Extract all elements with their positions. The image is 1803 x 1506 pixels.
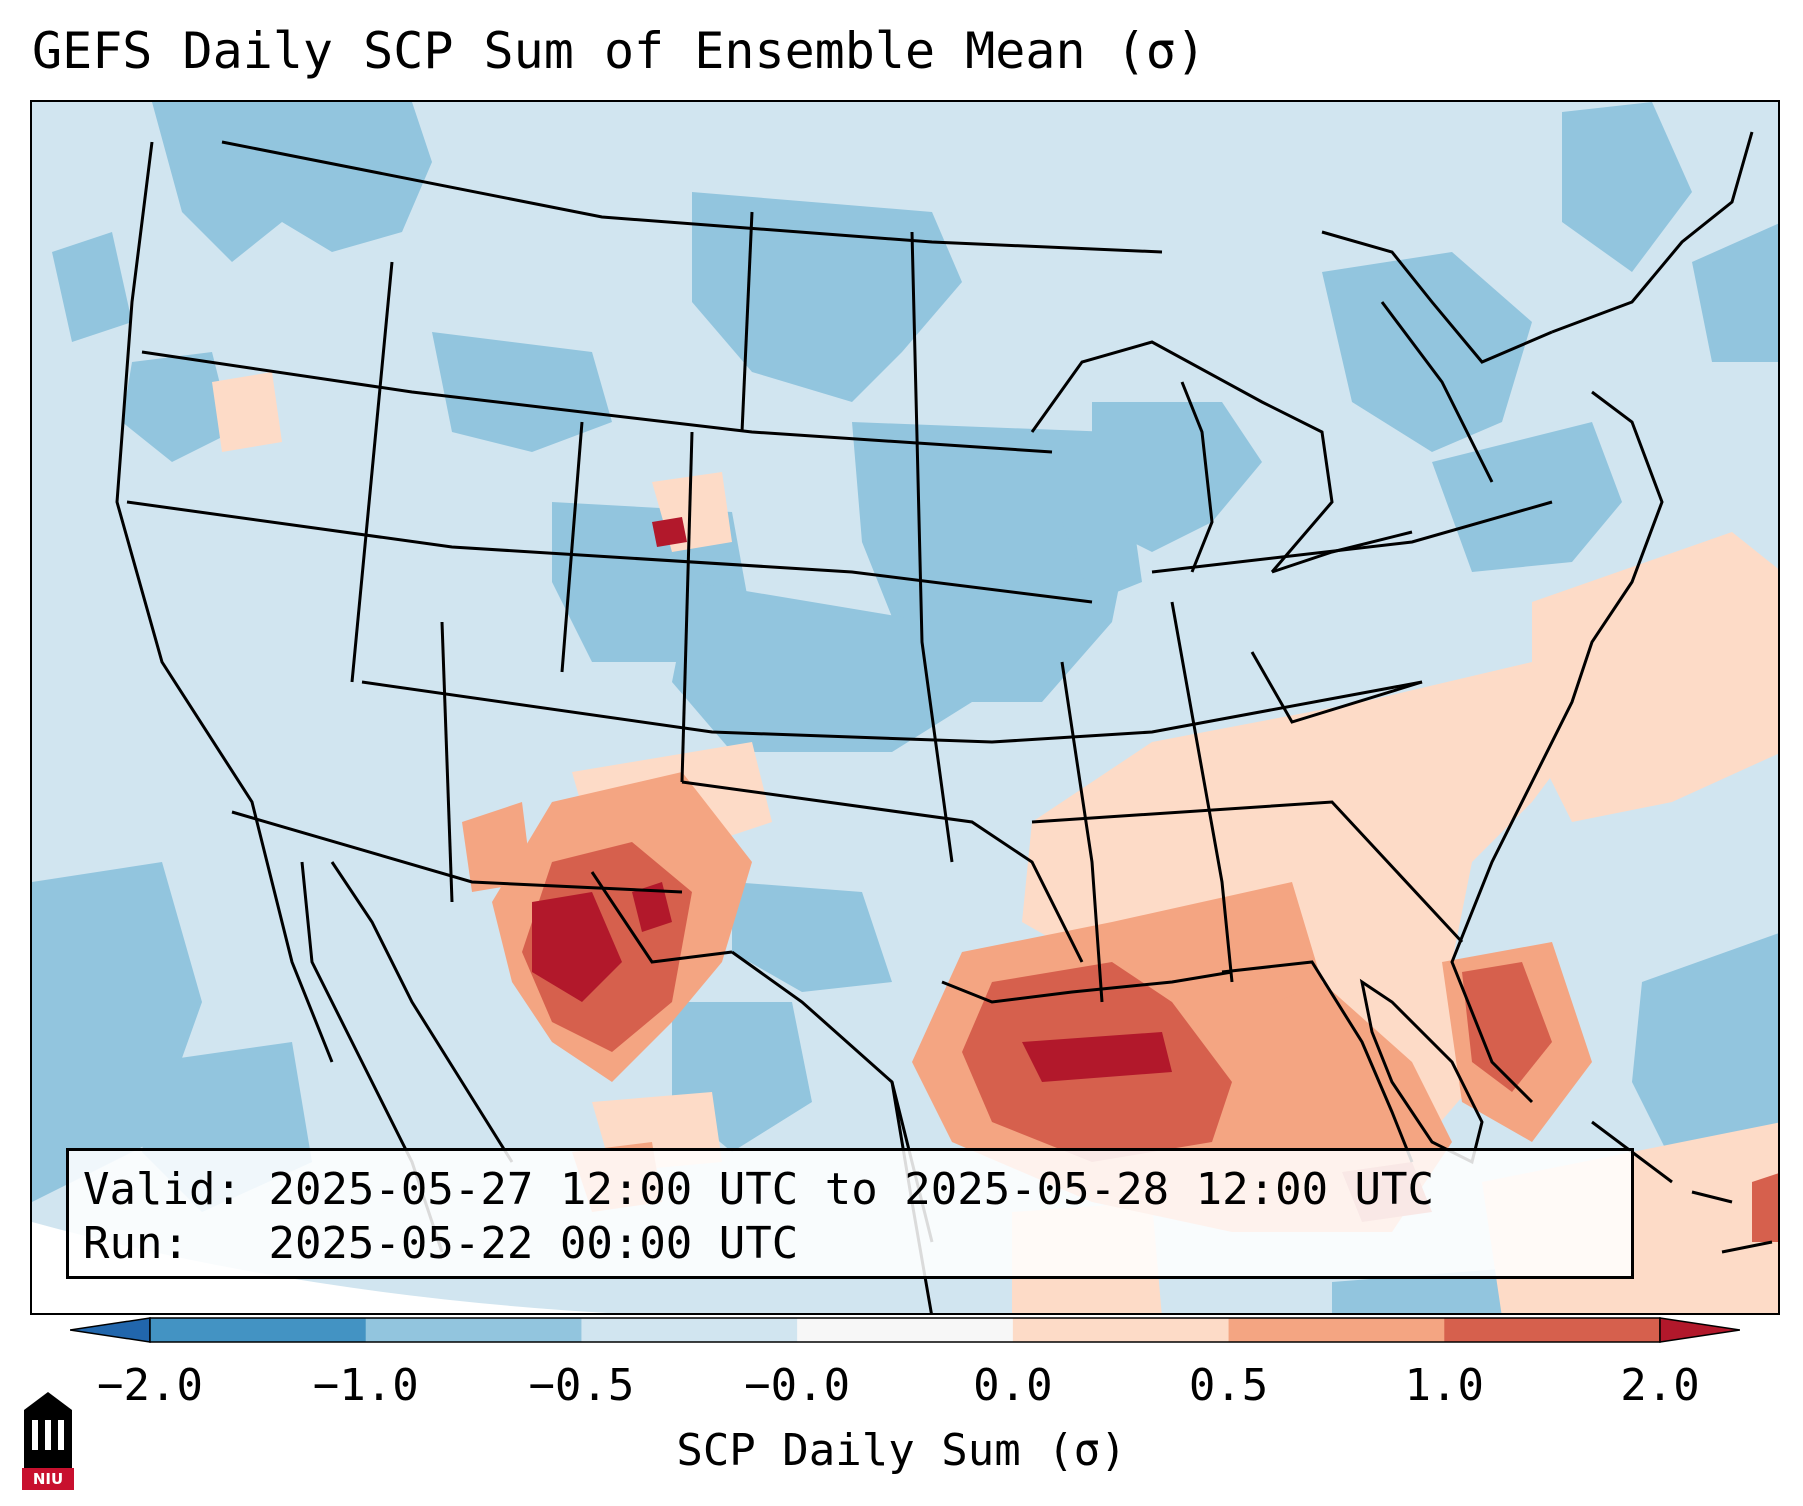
projection-edge	[32, 1222, 609, 1313]
colorbar-segment	[581, 1318, 798, 1342]
chart-title: GEFS Daily SCP Sum of Ensemble Mean (σ)	[32, 22, 1206, 80]
niu-logo-icon	[22, 1392, 74, 1490]
colorbar-tick-label: 0.0	[973, 1360, 1053, 1411]
colorbar-tick-label: 1.0	[1404, 1360, 1485, 1411]
colorbar-segments	[149, 1317, 1661, 1343]
state-borders	[115, 131, 1754, 1243]
colorbar-tick-label: −2.0	[97, 1360, 203, 1411]
colorbar-segment	[365, 1318, 582, 1342]
map-svg	[32, 102, 1778, 1313]
colorbar-tick-label: −0.5	[528, 1360, 635, 1411]
colorbar-segment	[1444, 1318, 1661, 1342]
colorbar-min-arrow	[70, 1317, 151, 1343]
run-row: Run: 2025-05-22 00:00 UTC	[83, 1217, 1617, 1271]
run-value: 2025-05-22 00:00 UTC	[268, 1218, 799, 1269]
colorbar-tick-label: 2.0	[1620, 1360, 1700, 1411]
colorbar-max-arrow	[1659, 1317, 1740, 1343]
colorbar-tick-label: −0.0	[744, 1360, 851, 1411]
map-panel	[30, 100, 1780, 1315]
valid-row: Valid: 2025-05-27 12:00 UTC to 2025-05-2…	[83, 1163, 1617, 1217]
colorbar-segment	[1012, 1318, 1230, 1342]
colorbar-tick-label: −1.0	[312, 1360, 419, 1411]
colorbar-segment	[1228, 1318, 1445, 1342]
colorbar-tick-label: 0.5	[1188, 1360, 1269, 1411]
colorbar	[70, 1317, 1740, 1343]
valid-label: Valid:	[83, 1164, 242, 1215]
valid-value: 2025-05-27 12:00 UTC to 2025-05-28 12:00…	[268, 1164, 1435, 1215]
extreme-positive-patches	[532, 517, 1172, 1082]
canada-border	[221, 140, 1163, 254]
niu-logo-text: NIU	[32, 1470, 64, 1488]
colorbar-label: SCP Daily Sum (σ)	[676, 1425, 1127, 1476]
colorbar-segment	[150, 1318, 367, 1342]
run-label: Run:	[83, 1218, 189, 1269]
colorbar-segment	[797, 1318, 1014, 1342]
valid-time-box: Valid: 2025-05-27 12:00 UTC to 2025-05-2…	[66, 1148, 1634, 1279]
